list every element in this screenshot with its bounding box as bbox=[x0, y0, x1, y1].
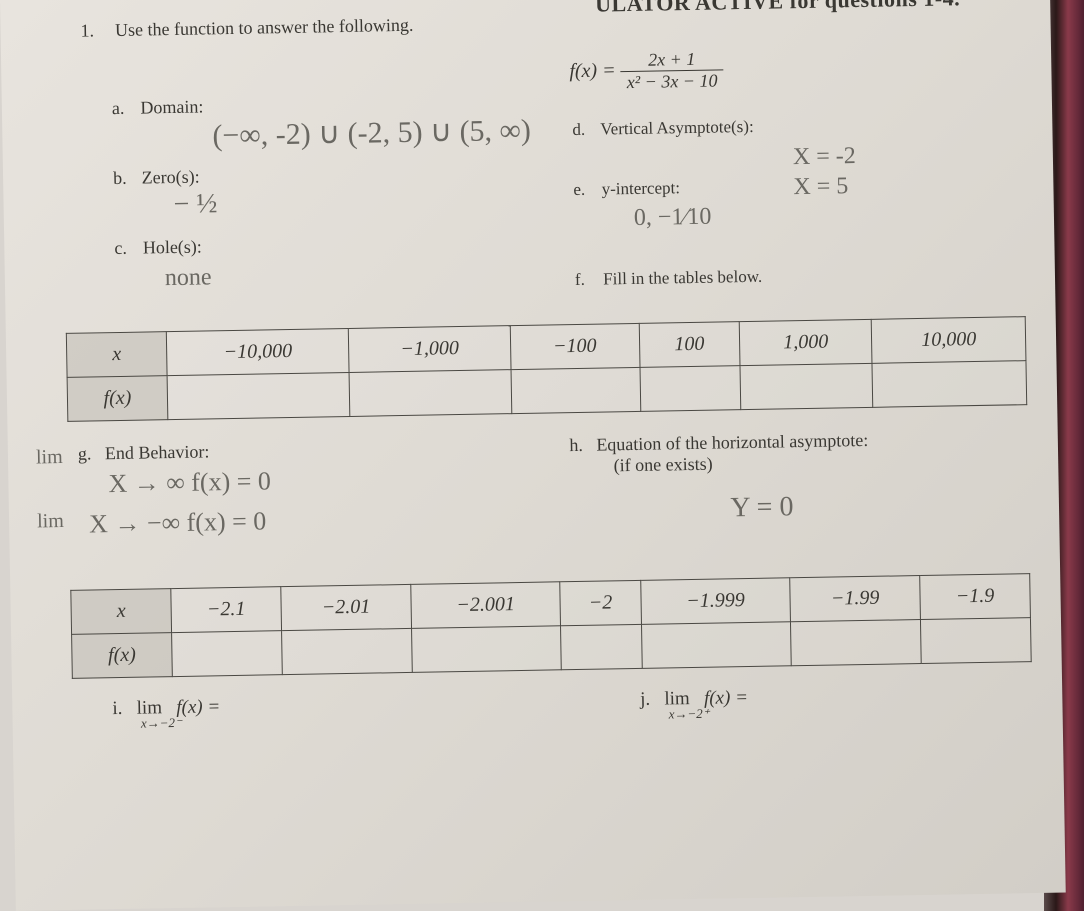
limit-j: lim x→−2⁺ bbox=[664, 688, 690, 710]
table-1-col: 10,000 bbox=[872, 317, 1026, 364]
question-text: Use the function to answer the following… bbox=[115, 15, 414, 40]
part-a: a. Domain: bbox=[112, 96, 204, 119]
part-j: j. lim x→−2⁺ f(x) = bbox=[640, 687, 748, 711]
table-2-col: −2.001 bbox=[411, 582, 561, 629]
table-1-col: 100 bbox=[639, 322, 740, 368]
table-2-col: −2 bbox=[560, 580, 641, 625]
handwriting-lim-prefix-2: lim bbox=[37, 510, 64, 533]
part-f: f. Fill in the tables below. bbox=[575, 267, 763, 290]
parts-ij: i. lim x→−2⁻ f(x) = j. lim x→−2⁺ f(x) = bbox=[112, 682, 1032, 720]
handwriting-lim-prefix-1: lim bbox=[36, 446, 63, 469]
table-1-fx-label: f(x) bbox=[67, 376, 168, 422]
part-d: d. Vertical Asymptote(s): bbox=[572, 117, 754, 140]
part-b: b. Zero(s): bbox=[113, 167, 200, 190]
table-1-col: −10,000 bbox=[166, 328, 349, 375]
table-2-fx-label: f(x) bbox=[72, 633, 173, 679]
table-2-col: −2.01 bbox=[281, 584, 412, 630]
parts-container: a. Domain: (−∞, -2) ∪ (-2, 5) ∪ (5, ∞) d… bbox=[71, 42, 1025, 319]
handwriting-ha: Y = 0 bbox=[730, 491, 794, 524]
handwriting-yint: 0, −1⁄10 bbox=[634, 204, 712, 232]
handwriting-zero: − ½ bbox=[173, 188, 217, 221]
part-c: c. Hole(s): bbox=[114, 237, 202, 260]
table-1-x-label: x bbox=[66, 332, 167, 378]
handwriting-va2: X = 5 bbox=[793, 173, 848, 201]
part-h: h. Equation of the horizontal asymptote:… bbox=[569, 430, 869, 477]
handwriting-va1: X = -2 bbox=[793, 143, 856, 171]
table-1: x −10,000 −1,000 −100 100 1,000 10,000 f… bbox=[66, 316, 1027, 422]
table-1-col: −1,000 bbox=[349, 326, 511, 373]
handwriting-g2: X → −∞ f(x) = 0 bbox=[89, 503, 449, 539]
table-2-col: −1.9 bbox=[920, 574, 1031, 620]
table-1-col: −100 bbox=[510, 323, 640, 369]
table-2: x −2.1 −2.01 −2.001 −2 −1.999 −1.99 −1.9… bbox=[70, 573, 1031, 679]
table-1-col: 1,000 bbox=[739, 319, 872, 365]
part-i: i. lim x→−2⁻ f(x) = bbox=[112, 696, 220, 720]
handwriting-domain: (−∞, -2) ∪ (-2, 5) ∪ (5, ∞) bbox=[212, 113, 531, 154]
table-2-col: −1.99 bbox=[790, 576, 921, 622]
part-g: lim g. End Behavior: X → ∞ f(x) = 0 lim … bbox=[78, 441, 210, 485]
limit-i: lim x→−2⁻ bbox=[136, 697, 162, 719]
table-2-col: −1.999 bbox=[640, 578, 790, 625]
handwriting-g1: X → ∞ f(x) = 0 bbox=[108, 463, 468, 499]
table-2-x-label: x bbox=[71, 589, 172, 635]
question-number: 1. bbox=[80, 20, 110, 42]
worksheet-page: ULATOR ACTIVE for questions 1-4. 1. Use … bbox=[0, 0, 1066, 911]
part-e: e. y-intercept: bbox=[573, 178, 680, 200]
table-2-col: −2.1 bbox=[171, 587, 282, 633]
handwriting-hole: none bbox=[165, 264, 212, 292]
